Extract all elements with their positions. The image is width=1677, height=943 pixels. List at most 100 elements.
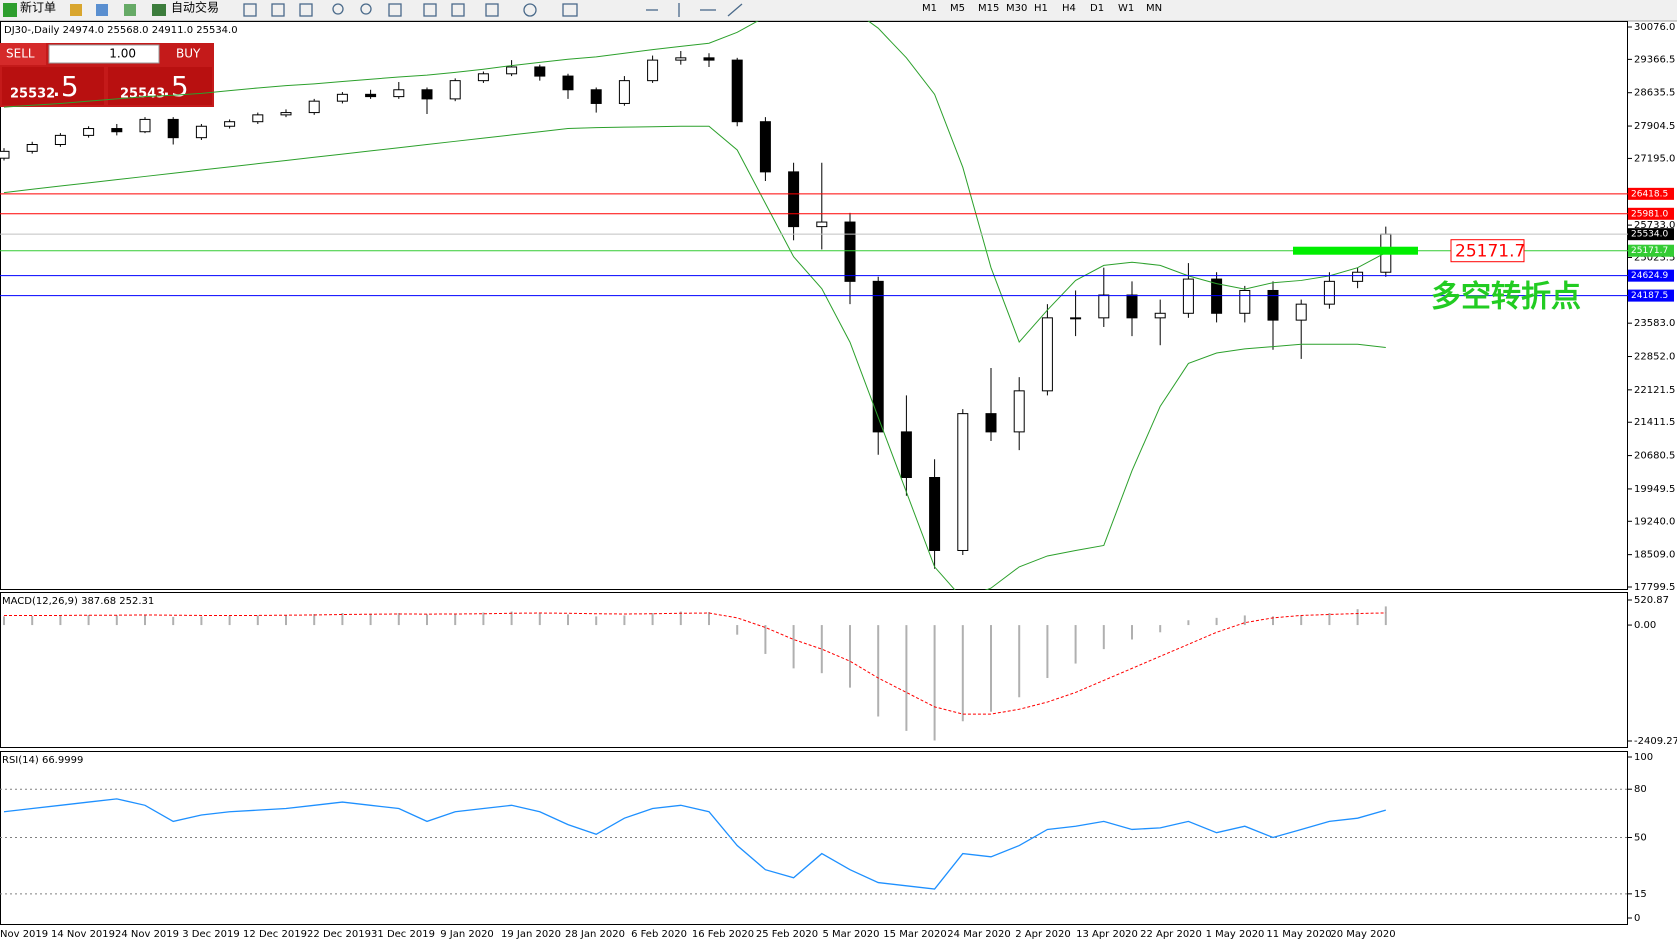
icon[interactable] xyxy=(96,4,108,16)
candle-body xyxy=(788,171,800,228)
candle-body xyxy=(590,89,602,104)
y-tick-label: 21411.5 xyxy=(1634,417,1675,428)
candle-body xyxy=(759,121,771,173)
candle-body xyxy=(280,112,292,116)
auto-trading-button[interactable]: 自动交易 xyxy=(171,0,219,15)
x-tick-label: 31 Dec 2019 xyxy=(371,929,435,940)
timeframe-button[interactable]: MN xyxy=(1146,3,1162,14)
candle-body xyxy=(1295,303,1307,321)
level-tag xyxy=(1628,187,1674,200)
candle-body xyxy=(1126,294,1138,319)
y-tick-label: 22852.0 xyxy=(1634,352,1675,363)
main-panel xyxy=(0,21,1628,590)
level-label: 25981.0 xyxy=(1631,209,1668,219)
rsi-label: RSI(14) 66.9999 xyxy=(2,755,83,766)
macd-panel xyxy=(0,592,1628,748)
x-tick-label: 22 Dec 2019 xyxy=(307,929,371,940)
y-tick-label: -2409.27 xyxy=(1634,736,1677,747)
candle-body xyxy=(111,128,123,133)
level-tag xyxy=(1628,289,1674,302)
bid-frac: .5 xyxy=(52,70,79,103)
candle-body xyxy=(252,114,264,123)
sell-button[interactable] xyxy=(0,43,46,65)
sell-price-box[interactable] xyxy=(2,67,104,105)
x-tick-label: 3 Dec 2019 xyxy=(182,929,240,940)
x-tick-label: 25 Feb 2020 xyxy=(756,929,818,940)
candle-body xyxy=(336,93,348,102)
new-order-icon[interactable] xyxy=(3,3,17,17)
icon[interactable] xyxy=(124,4,136,16)
x-tick-label: 12 Dec 2019 xyxy=(243,929,307,940)
candle-body xyxy=(393,89,405,98)
timeframe-button[interactable]: W1 xyxy=(1118,3,1134,14)
candle-body xyxy=(985,413,997,433)
candle-body xyxy=(365,93,377,98)
x-tick-label: 15 Mar 2020 xyxy=(883,929,946,940)
x-tick-label: 11 May 2020 xyxy=(1266,929,1331,940)
timeframe-button[interactable]: H4 xyxy=(1062,3,1076,14)
ask-frac: .5 xyxy=(162,70,189,103)
sell-label[interactable]: SELL xyxy=(6,47,35,61)
lower-band xyxy=(3,125,1386,590)
y-tick-label: 30076.0 xyxy=(1634,22,1675,33)
y-tick-label: 22121.5 xyxy=(1634,385,1675,396)
candle-body xyxy=(703,57,715,61)
timeframe-button[interactable]: M30 xyxy=(1006,3,1027,14)
candle-body xyxy=(1154,312,1166,319)
candle-body xyxy=(421,89,433,100)
candle-body xyxy=(731,59,743,123)
icon[interactable] xyxy=(70,4,82,16)
toolbar xyxy=(0,0,1677,21)
candle-body xyxy=(167,118,179,139)
auto-trading-icon[interactable] xyxy=(152,4,166,16)
x-tick-label: 9 Jan 2020 xyxy=(440,929,494,940)
x-tick-label: 1 May 2020 xyxy=(1206,929,1265,940)
buy-label[interactable]: BUY xyxy=(176,47,201,61)
candle-body xyxy=(54,134,66,146)
x-tick-label: 28 Jan 2020 xyxy=(565,929,625,940)
y-tick-label: 50 xyxy=(1634,833,1647,844)
x-tick-label: 6 Feb 2020 xyxy=(631,929,687,940)
marker-label: 25171.7 xyxy=(1455,242,1525,262)
candle-body xyxy=(534,66,546,77)
y-tick-label: 28635.5 xyxy=(1634,88,1675,99)
candle-body xyxy=(0,150,10,159)
candle-body xyxy=(195,125,207,139)
y-tick-label: 19240.0 xyxy=(1634,516,1675,527)
candles xyxy=(0,50,1392,569)
bid-main: 25532 xyxy=(10,87,55,102)
candle-body xyxy=(1211,278,1223,314)
x-tick-label: 5 Mar 2020 xyxy=(822,929,879,940)
candle-body xyxy=(562,75,574,91)
y-tick-label: 0.00 xyxy=(1634,620,1656,631)
lot-value[interactable]: 1.00 xyxy=(109,47,136,61)
candle-body xyxy=(647,59,659,82)
timeframe-button[interactable]: M5 xyxy=(950,3,965,14)
tool-icons xyxy=(243,3,743,17)
timeframe-button[interactable]: D1 xyxy=(1090,3,1104,14)
timeframe-button[interactable]: M1 xyxy=(922,3,937,14)
candle-body xyxy=(1239,289,1251,314)
new-order-button[interactable]: 新订单 xyxy=(20,0,56,15)
signal-line xyxy=(4,612,1386,715)
y-tick-label: 520.87 xyxy=(1634,595,1669,606)
timeframe-button[interactable]: H1 xyxy=(1034,3,1048,14)
y-tick-label: 27904.5 xyxy=(1634,121,1675,132)
candle-body xyxy=(872,280,884,433)
x-tick-label: 14 Nov 2019 xyxy=(51,929,115,940)
y-tick-label: 15 xyxy=(1634,889,1647,900)
candle-body xyxy=(308,100,320,114)
y-tick-label: 20680.5 xyxy=(1634,451,1675,462)
macd-label: MACD(12,26,9) 387.68 252.31 xyxy=(2,596,154,607)
y-tick-label: 25733.0 xyxy=(1634,220,1675,231)
lot-input[interactable] xyxy=(48,44,160,64)
candle-body xyxy=(26,144,38,152)
timeframe-button[interactable]: M15 xyxy=(978,3,999,14)
x-tick-label: 24 Nov 2019 xyxy=(115,929,179,940)
y-tick-label: 29366.5 xyxy=(1634,54,1675,65)
candle-body xyxy=(1013,390,1025,433)
x-tick-label: 22 Apr 2020 xyxy=(1140,929,1202,940)
